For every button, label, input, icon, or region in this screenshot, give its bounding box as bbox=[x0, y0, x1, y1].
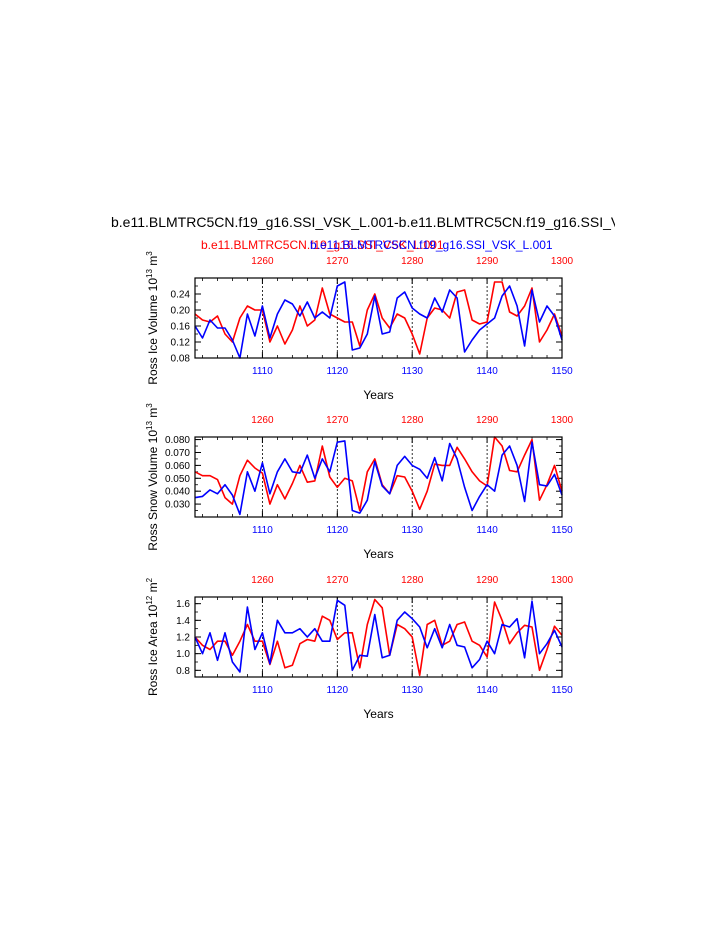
series-line-blue bbox=[194, 599, 563, 673]
x-axis-label: Years bbox=[363, 707, 393, 721]
x-tick-label-top: 1270 bbox=[326, 575, 349, 586]
x-tick-label-bottom: 1150 bbox=[551, 366, 573, 377]
x-tick-label-top: 1260 bbox=[251, 415, 274, 426]
x-tick-label-bottom: 1140 bbox=[476, 366, 498, 377]
x-tick-label-bottom: 1120 bbox=[327, 366, 349, 377]
series-line-blue bbox=[194, 440, 563, 516]
main-title: b.e11.BLMTRC5CN.f19_g16.SSI_VSK_L.001-b.… bbox=[111, 214, 615, 230]
plot-frame bbox=[194, 277, 563, 359]
panel-2: 1110 1120 1130 1140 1150 1260 1270 1280 1290 1300… bbox=[145, 403, 574, 561]
x-tick-label-bottom: 1110 bbox=[252, 525, 273, 536]
x-tick-label-bottom: 1140 bbox=[476, 525, 498, 536]
x-tick-label-top: 1260 bbox=[251, 256, 274, 267]
y-axis-label: Ross Snow Volume 1013 m3 bbox=[145, 403, 160, 551]
y-tick-label: 1.6 bbox=[176, 599, 190, 610]
x-tick-label-bottom: 1150 bbox=[551, 525, 573, 536]
series-line-blue bbox=[194, 281, 563, 359]
x-tick-label-top: 1300 bbox=[551, 415, 574, 426]
y-tick-label: 0.20 bbox=[171, 306, 191, 317]
x-tick-label-bottom: 1130 bbox=[401, 366, 423, 377]
x-tick-label-bottom: 1130 bbox=[401, 685, 423, 696]
x-tick-label-top: 1280 bbox=[401, 256, 424, 267]
x-tick-label-bottom: 1150 bbox=[551, 685, 573, 696]
x-axis-label: Years bbox=[363, 547, 393, 561]
y-tick-label: 0.24 bbox=[171, 290, 191, 301]
y-axis-label: Ross Ice Volume 1013 m3 bbox=[145, 251, 160, 385]
main-title-clip: b.e11.BLMTRC5CN.f19_g16.SSI_VSK_L.001-b.… bbox=[0, 212, 615, 234]
y-tick-label: 0.070 bbox=[165, 448, 190, 459]
x-tick-label-bottom: 1130 bbox=[401, 525, 423, 536]
series-line-red bbox=[194, 598, 563, 677]
subtitle-blue: b.e11.BLMTRC5CN.f19_g16.SSI_VSK_L.001 bbox=[310, 238, 553, 252]
y-tick-label: 1.0 bbox=[176, 649, 190, 660]
y-tick-label: 0.8 bbox=[176, 666, 190, 677]
series-line-red bbox=[194, 281, 563, 355]
x-tick-label-top: 1280 bbox=[401, 415, 424, 426]
y-tick-label: 1.4 bbox=[176, 616, 190, 627]
x-tick-label-top: 1270 bbox=[326, 256, 349, 267]
x-tick-label-top: 1300 bbox=[551, 575, 574, 586]
x-tick-label-top: 1270 bbox=[326, 415, 349, 426]
y-tick-label: 0.060 bbox=[165, 461, 190, 472]
y-tick-label: 0.12 bbox=[171, 338, 191, 349]
y-tick-label: 0.040 bbox=[165, 487, 190, 498]
x-axis-label: Years bbox=[363, 388, 393, 402]
panel-3: 1110 1120 1130 1140 1150 1260 1270 1280 1290 1300… bbox=[145, 575, 574, 721]
x-tick-label-top: 1290 bbox=[476, 415, 499, 426]
y-tick-label: 0.08 bbox=[171, 354, 191, 365]
x-tick-label-bottom: 1110 bbox=[252, 366, 273, 377]
plot-frame bbox=[194, 436, 563, 518]
subtitle-red: b.e11.BLMTRC5CN.f19_g16.SSI_VSK_L.001 bbox=[201, 238, 444, 252]
x-tick-label-bottom: 1140 bbox=[476, 685, 498, 696]
x-tick-label-top: 1280 bbox=[401, 575, 424, 586]
x-tick-label-bottom: 1120 bbox=[327, 525, 349, 536]
y-tick-label: 0.050 bbox=[165, 474, 190, 485]
x-tick-label-top: 1290 bbox=[476, 256, 499, 267]
y-tick-label: 0.16 bbox=[171, 322, 191, 333]
y-tick-label: 0.080 bbox=[165, 435, 190, 446]
y-tick-label: 0.030 bbox=[165, 500, 190, 511]
x-tick-label-top: 1300 bbox=[551, 256, 574, 267]
plot-frame bbox=[194, 596, 563, 678]
x-tick-label-bottom: 1110 bbox=[252, 685, 273, 696]
x-tick-label-bottom: 1120 bbox=[327, 685, 349, 696]
panel-1: 1110 1120 1130 1140 1150 1260 1270 1280 1290 1300… bbox=[145, 251, 574, 402]
y-tick-label: 1.2 bbox=[176, 633, 190, 644]
x-tick-label-top: 1290 bbox=[476, 575, 499, 586]
x-tick-label-top: 1260 bbox=[251, 575, 274, 586]
y-axis-label: Ross Ice Area 1012 m2 bbox=[145, 577, 160, 696]
